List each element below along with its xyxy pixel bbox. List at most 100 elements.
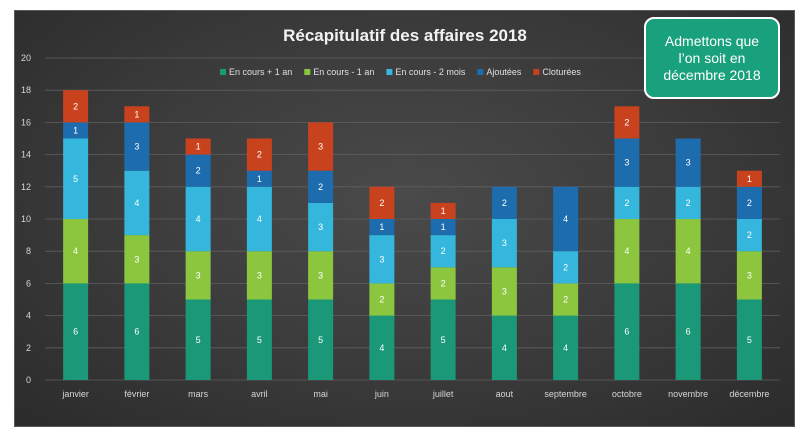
bar-segment	[430, 299, 456, 380]
bar-segment	[553, 283, 579, 316]
bar-segment	[246, 299, 272, 380]
bar-segment	[124, 283, 150, 380]
y-tick-label: 6	[26, 278, 31, 288]
bar-value-label: 5	[318, 335, 323, 345]
bar-segment	[614, 283, 640, 380]
bar-value-label: 4	[196, 214, 201, 224]
bar-value-label: 4	[257, 214, 262, 224]
bar-value-label: 3	[318, 270, 323, 280]
bar-segment	[63, 219, 89, 284]
bar-value-label: 2	[73, 101, 78, 111]
bar-segment	[185, 154, 211, 187]
bar-segment	[736, 186, 762, 219]
bar-segment	[369, 219, 395, 236]
bar-segment	[614, 186, 640, 219]
bar-segment	[246, 138, 272, 171]
callout-text: Admettons que l’on soit en décembre 2018	[663, 32, 761, 83]
bar-segment	[246, 186, 272, 252]
bar-value-label: 3	[318, 222, 323, 232]
bar-segment	[430, 267, 456, 300]
bar-value-label: 2	[441, 278, 446, 288]
bar-segment	[185, 138, 211, 155]
x-category-label: février	[124, 389, 149, 399]
bar-value-label: 3	[502, 238, 507, 248]
bar-value-label: 6	[73, 327, 78, 337]
legend-label: En cours - 1 an	[313, 67, 374, 77]
y-tick-label: 20	[21, 53, 31, 63]
bar-segment	[736, 219, 762, 252]
bar-value-label: 2	[196, 166, 201, 176]
x-category-label: décembre	[729, 389, 769, 399]
bar-segment	[675, 186, 701, 219]
x-category-label: mars	[188, 389, 208, 399]
bar-segment	[736, 251, 762, 300]
bar-value-label: 2	[563, 262, 568, 272]
x-category-label: juillet	[432, 389, 454, 399]
bar-value-label: 3	[134, 142, 139, 152]
bar-value-label: 2	[441, 246, 446, 256]
x-category-label: juin	[374, 389, 389, 399]
bar-value-label: 2	[624, 198, 629, 208]
bar-segment	[369, 235, 395, 284]
bar-segment	[614, 138, 640, 187]
bar-segment	[553, 315, 579, 380]
bar-value-label: 5	[196, 335, 201, 345]
callout-box: Admettons que l’on soit en décembre 2018	[644, 17, 780, 99]
bar-segment	[185, 251, 211, 300]
bar-value-label: 6	[686, 327, 691, 337]
x-category-label: janvier	[61, 389, 89, 399]
legend-label: En cours - 2 mois	[395, 67, 466, 77]
bar-value-label: 4	[563, 214, 568, 224]
bar-value-label: 1	[257, 174, 262, 184]
bar-segment	[491, 315, 517, 380]
x-category-label: novembre	[668, 389, 708, 399]
bar-segment	[63, 122, 89, 139]
bar-value-label: 6	[134, 327, 139, 337]
bar-value-label: 5	[747, 335, 752, 345]
bar-value-label: 2	[502, 198, 507, 208]
bar-value-label: 4	[686, 246, 691, 256]
bar-segment	[369, 283, 395, 316]
bar-value-label: 3	[318, 142, 323, 152]
bar-segment	[736, 299, 762, 380]
legend-swatch	[386, 69, 393, 75]
bar-segment	[308, 202, 334, 252]
bar-value-label: 5	[257, 335, 262, 345]
y-tick-label: 10	[21, 214, 31, 224]
legend-swatch	[533, 69, 540, 75]
bar-value-label: 3	[134, 254, 139, 264]
x-category-label: mai	[313, 389, 328, 399]
data-labels: 6 4 5 1 2 6 3 4 3 1 5 3 4 2 1 5 3 4 1 2 5 3 3 2 3 4 2 3 1 2 5 2 2 1 1 4 3 3 2 4…	[73, 101, 752, 352]
bar-value-label: 1	[196, 142, 201, 152]
x-category-label: septembre	[544, 389, 587, 399]
bar-segment	[185, 299, 211, 380]
bar-value-label: 3	[747, 270, 752, 280]
bar-value-label: 4	[134, 198, 139, 208]
stacked-bar-chart: Récapitulatif des affaires 2018 En cours…	[21, 26, 780, 399]
legend-swatch	[304, 69, 311, 75]
bar-value-label: 3	[624, 158, 629, 168]
bar-value-label: 3	[379, 254, 384, 264]
bar-value-label: 3	[196, 270, 201, 280]
bars	[63, 90, 762, 380]
bar-segment	[675, 219, 701, 284]
bar-value-label: 1	[441, 206, 446, 216]
bar-segment	[369, 186, 395, 219]
bar-value-label: 2	[686, 198, 691, 208]
bar-segment	[124, 122, 150, 171]
bar-value-label: 6	[624, 327, 629, 337]
bar-segment	[124, 235, 150, 284]
legend-swatch	[220, 69, 226, 75]
bar-segment	[124, 170, 150, 236]
bar-segment	[308, 299, 334, 380]
y-tick-label: 2	[26, 343, 31, 353]
bar-segment	[553, 251, 579, 284]
legend-label: Ajoutées	[486, 67, 522, 77]
bar-value-label: 2	[747, 230, 752, 240]
bar-segment	[614, 106, 640, 139]
bar-value-label: 2	[318, 182, 323, 192]
bar-value-label: 5	[73, 174, 78, 184]
bar-segment	[430, 202, 456, 219]
